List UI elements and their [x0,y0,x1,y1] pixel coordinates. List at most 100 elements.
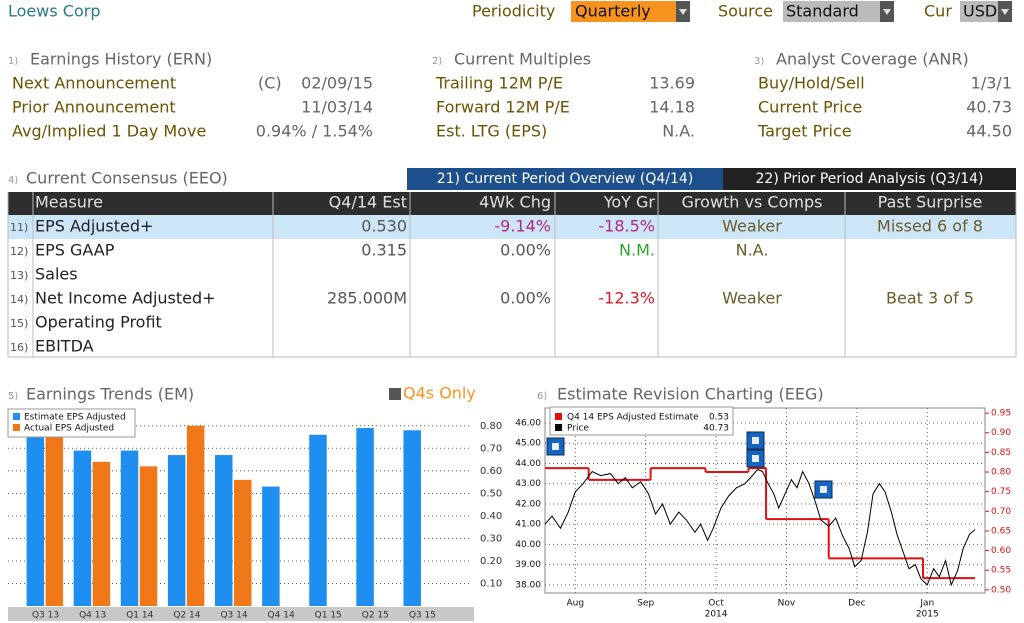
y2-tick-label: 0.50 [991,585,1011,595]
legend-label: Q4 14 EPS Adjusted Estimate [567,413,699,423]
column-header: Q4/14 Est [329,193,407,212]
y2-tick-label: 0.55 [991,566,1011,576]
column-header: YoY Gr [603,193,656,212]
section-number: 5) [8,391,18,402]
source-box[interactable] [783,1,880,22]
x-year-label: 2015 [916,610,939,620]
section-title: Current Consensus (EEO) [26,169,228,188]
y-tick-label: 0.50 [480,488,502,499]
toggle-label[interactable]: Q4s Only [403,384,476,403]
legend-swatch [13,424,20,431]
field-label: Target Price [757,122,852,141]
currency-label: Cur [924,2,952,21]
bar [167,455,186,606]
table-cell: 0.00% [500,241,551,260]
field-label: Avg/Implied 1 Day Move [12,122,206,141]
legend-swatch [555,424,562,431]
y2-tick-label: 0.80 [991,468,1011,478]
row-number: 14) [10,293,28,306]
y-tick-label: 0.70 [480,443,502,454]
section-title: Earnings History (ERN) [30,50,212,69]
section-number: 1) [8,56,18,67]
tab[interactable] [723,168,1016,190]
field-flag: (C) [258,74,282,93]
field-label: Next Announcement [12,74,176,93]
tab-label[interactable]: 22) Prior Period Analysis (Q3/14) [756,171,984,187]
bar [356,428,374,606]
section-number: 3) [754,56,764,67]
y-tick-label: 46.00 [515,418,541,428]
bar [139,466,158,606]
currency-box[interactable] [960,1,998,22]
x-tick-label: Q2 14 [173,611,200,621]
periodicity-box[interactable] [571,1,676,22]
y2-tick-label: 0.85 [991,448,1011,458]
row-number: 16) [10,341,28,354]
table-cell: EPS GAAP [35,241,115,260]
x-tick-label: Aug [566,599,584,609]
bar [26,416,45,606]
field-value: 11/03/14 [301,98,373,117]
tab-label[interactable]: 21) Current Period Overview (Q4/14) [437,171,694,187]
dropdown-arrow [1001,9,1009,15]
periodicity-value[interactable]: Quarterly [575,2,651,21]
field-label: Trailing 12M P/E [435,74,563,93]
x-tick-label: Q4 14 [268,611,295,621]
table-cell: N.M. [619,241,655,260]
column-header: Past Surprise [878,193,983,212]
tab[interactable] [407,168,723,190]
table-cell: 285.000M [327,289,407,308]
x-tick-label: Oct [708,599,724,609]
y-tick-label: 0.80 [480,421,502,432]
currency-value[interactable]: USD [963,2,997,21]
table-cell: -12.3% [598,289,655,308]
source-value[interactable]: Standard [786,2,859,21]
plot-frame [544,407,986,594]
field-label: Est. LTG (EPS) [436,122,547,141]
y-tick-label: 43.00 [515,479,541,489]
field-value: N.A. [662,122,695,141]
legend-swatch [13,413,20,420]
bar [120,450,139,606]
y-tick-label: 0.40 [480,511,502,522]
column-header: Measure [35,193,103,212]
chart-title: Earnings Trends (EM) [26,385,194,404]
table-cell: 0.530 [361,217,407,236]
table-cell: 0.00% [500,289,551,308]
event-icon [552,443,559,450]
x-tick-label: Q3 15 [409,611,436,621]
x-tick-label: Q4 13 [79,611,106,621]
toggle-box[interactable] [389,388,401,400]
row-number: 13) [10,269,28,282]
table-cell: N.A. [736,241,769,260]
bar [186,425,205,606]
table-cell: 0.315 [361,241,407,260]
field-value: 40.73 [966,98,1012,117]
y2-tick-label: 0.90 [991,428,1011,438]
field-label: Current Price [758,98,862,117]
y-tick-label: 41.00 [515,520,541,530]
table-cell: Missed 6 of 8 [877,217,983,236]
y-tick-label: 0.20 [480,556,502,567]
field-label: Prior Announcement [12,98,176,117]
dropdown-arrow [883,9,891,15]
column-header: Growth vs Comps [682,193,823,212]
table-cell: Sales [35,265,78,284]
field-value: 0.94% / 1.54% [256,122,373,141]
company: Loews Corp [8,2,100,21]
y2-tick-label: 0.65 [991,526,1011,536]
periodicity-label: Periodicity [472,2,555,21]
table-cell: -18.5% [598,217,655,236]
x-tick-label: Q1 15 [315,611,342,621]
event-icon [752,455,759,462]
x-tick-label: Nov [778,599,796,609]
event-icon [752,437,759,444]
y-tick-label: 40.00 [515,540,541,550]
field-value: 14.18 [649,98,695,117]
legend-label: Estimate EPS Adjusted [24,413,126,423]
table-cell: Beat 3 of 5 [886,289,974,308]
x-axis-strip [8,607,474,621]
table-header [8,192,1016,215]
y-tick-label: 42.00 [515,499,541,509]
